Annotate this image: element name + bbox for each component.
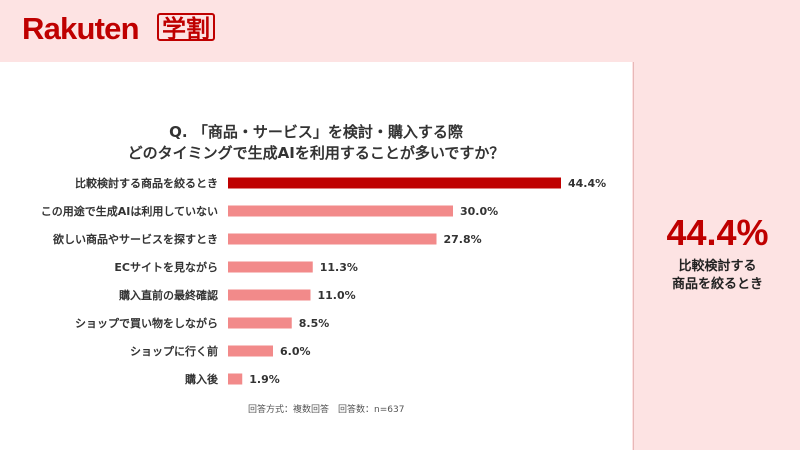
highlight-label-line-1: 比較検討する bbox=[678, 259, 757, 274]
highlight-value: 44.4% bbox=[666, 212, 769, 253]
highlight-label-line-2: 商品を絞るとき bbox=[671, 277, 763, 292]
value-label: 27.8% bbox=[444, 233, 482, 246]
bar bbox=[228, 261, 313, 273]
category-label: ECサイトを見ながら bbox=[114, 260, 218, 274]
value-label: 44.4% bbox=[568, 177, 606, 190]
rakuten-logo[interactable]: Rakuten bbox=[22, 11, 140, 46]
category-label: ショップで買い物をしながら bbox=[75, 316, 218, 330]
value-label: 8.5% bbox=[299, 317, 330, 330]
bar bbox=[228, 317, 292, 329]
bar-chart: 比較検討する商品を絞るとき 44.4% この用途で生成AIは利用していない 30.0%… bbox=[41, 176, 606, 386]
category-label: 購入直前の最終確認 bbox=[118, 288, 218, 302]
highlight-panel: 44.4% 比較検討する 商品を絞るとき bbox=[633, 62, 800, 450]
value-label: 30.0% bbox=[460, 205, 498, 218]
bar bbox=[228, 205, 453, 217]
survey-footnote: 回答方式：複数回答 回答数：n=637 bbox=[248, 405, 405, 415]
bar bbox=[228, 373, 243, 385]
gakuwari-badge: 学割 bbox=[157, 13, 215, 43]
value-label: 1.9% bbox=[249, 373, 280, 386]
question-line-2: どのタイミングで生成AIを利用することが多いですか？ bbox=[127, 144, 505, 162]
value-label: 11.3% bbox=[320, 261, 358, 274]
category-label: 比較検討する商品を絞るとき bbox=[75, 176, 218, 190]
category-label: 欲しい商品やサービスを探すとき bbox=[52, 232, 218, 246]
highlight-label: 比較検討する 商品を絞るとき bbox=[634, 258, 800, 294]
value-label: 11.0% bbox=[318, 289, 356, 302]
header-bar: Rakuten 学割 bbox=[0, 0, 800, 62]
bar bbox=[228, 233, 437, 245]
category-label: ショップに行く前 bbox=[130, 344, 218, 358]
question-title: Q. 「商品・サービス」を検討・購入する際 どのタイミングで生成AIを利用するこ… bbox=[0, 122, 632, 164]
question-line-1: Q. 「商品・サービス」を検討・購入する際 bbox=[169, 123, 463, 141]
chart-panel: Q. 「商品・サービス」を検討・購入する際 どのタイミングで生成AIを利用するこ… bbox=[0, 62, 632, 450]
category-label: この用途で生成AIは利用していない bbox=[41, 204, 218, 218]
bar bbox=[228, 177, 561, 189]
value-label: 6.0% bbox=[280, 345, 311, 358]
category-label: 購入後 bbox=[184, 372, 219, 386]
bar bbox=[228, 289, 311, 301]
bar bbox=[228, 345, 273, 357]
